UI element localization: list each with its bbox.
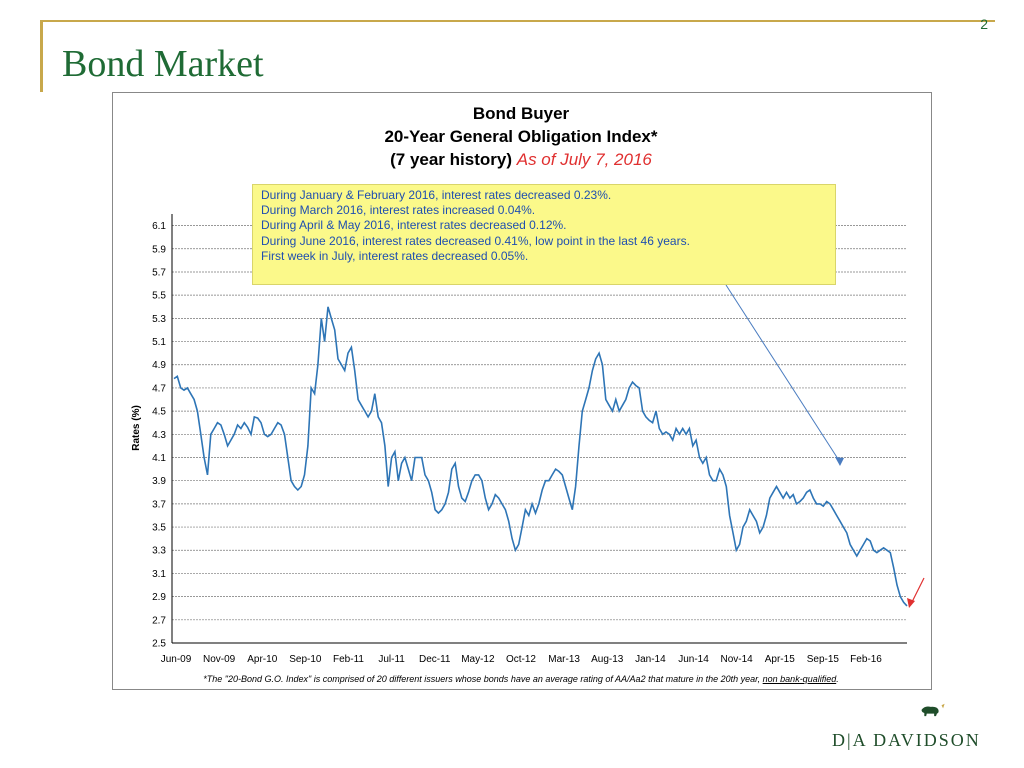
y-tick-label: 6.1 [152, 221, 166, 232]
y-tick-label: 3.7 [152, 499, 166, 510]
annotation-line: During January & February 2016, interest… [261, 188, 612, 202]
chart-title-date: As of July 7, 2016 [516, 150, 652, 169]
page-number: 2 [980, 16, 988, 32]
y-tick-label: 3.9 [152, 476, 166, 487]
x-tick-label: Apr-15 [765, 654, 795, 665]
x-tick-label: Sep-15 [807, 654, 840, 665]
y-axis-label: Rates (%) [131, 405, 142, 451]
y-tick-label: 5.5 [152, 291, 166, 302]
note-arrowhead [835, 457, 844, 466]
red-arrowhead [907, 598, 915, 608]
x-tick-label: Aug-13 [591, 654, 624, 665]
annotation-line: First week in July, interest rates decre… [261, 248, 529, 263]
chart-title-history: (7 year history) [390, 150, 512, 169]
annotation-line: During March 2016, interest rates increa… [261, 203, 536, 218]
chart-title-line3: (7 year history) As of July 7, 2016 [112, 150, 930, 170]
y-tick-label: 5.3 [152, 314, 166, 325]
footnote-text: *The "20-Bond G.O. Index" is comprised o… [203, 674, 763, 684]
x-tick-label: Feb-11 [333, 654, 364, 665]
y-tick-label: 4.9 [152, 360, 166, 371]
y-tick-label: 4.5 [152, 407, 166, 418]
chart-grid [172, 225, 907, 644]
x-tick-label: Dec-11 [419, 654, 451, 665]
x-tick-label: Oct-12 [506, 654, 536, 665]
x-tick-label: Nov-14 [721, 654, 754, 665]
slide-title: Bond Market [62, 43, 264, 85]
x-tick-labels: Jun-09 Nov-09 Apr-10 Sep-10 Feb-11 Jul-11 Dec-… [161, 654, 883, 665]
x-tick-label: Mar-13 [548, 654, 580, 665]
y-tick-labels: 2.5 2.7 2.9 3.1 3.3 3.5 3.7 3.9 4.1 4.3 4.5 4.7 4.9 5… [152, 221, 166, 649]
company-logo-text: D|A DAVIDSON [832, 730, 981, 750]
y-tick-label: 4.3 [152, 430, 166, 441]
y-tick-label: 5.7 [152, 267, 166, 278]
y-tick-label: 2.7 [152, 615, 166, 626]
x-tick-label: Jul-11 [378, 654, 405, 665]
red-arrow [910, 577, 925, 605]
footnote-underlined: non bank-qualified [762, 674, 837, 684]
x-tick-label: Jan-14 [635, 654, 666, 665]
x-tick-label: Feb-16 [850, 654, 882, 665]
y-tick-label: 3.5 [152, 523, 166, 534]
annotation-box: During January & February 2016, interest… [252, 184, 836, 285]
footnote: *The "20-Bond G.O. Index" is comprised o… [112, 674, 930, 684]
y-tick-label: 4.1 [152, 453, 166, 464]
y-tick-label: 3.3 [152, 546, 166, 557]
y-tick-label: 4.7 [152, 383, 166, 394]
footnote-end: . [836, 674, 839, 684]
note-arrow [725, 284, 841, 463]
x-tick-label: Jun-14 [678, 654, 709, 665]
y-tick-label: 2.9 [152, 592, 166, 603]
y-tick-label: 5.1 [152, 337, 166, 348]
accent-bar-left [40, 20, 43, 92]
x-tick-label: Sep-10 [289, 654, 322, 665]
accent-line-top [40, 20, 995, 22]
y-tick-label: 5.9 [152, 244, 166, 255]
x-tick-label: Jun-09 [161, 654, 192, 665]
x-tick-label: May-12 [461, 654, 495, 665]
series-line [173, 306, 908, 607]
chart-title-line2: 20-Year General Obligation Index* [384, 127, 658, 146]
y-tick-label: 2.5 [152, 639, 166, 650]
x-tick-label: Apr-10 [247, 654, 277, 665]
y-tick-label: 3.1 [152, 569, 166, 580]
x-tick-label: Nov-09 [203, 654, 236, 665]
buffalo-logo-icon [921, 703, 945, 717]
annotation-line: During June 2016, interest rates decreas… [261, 233, 690, 248]
chart-title-line1: Bond Buyer [472, 104, 570, 123]
annotation-line: During April & May 2016, interest rates … [261, 218, 567, 233]
